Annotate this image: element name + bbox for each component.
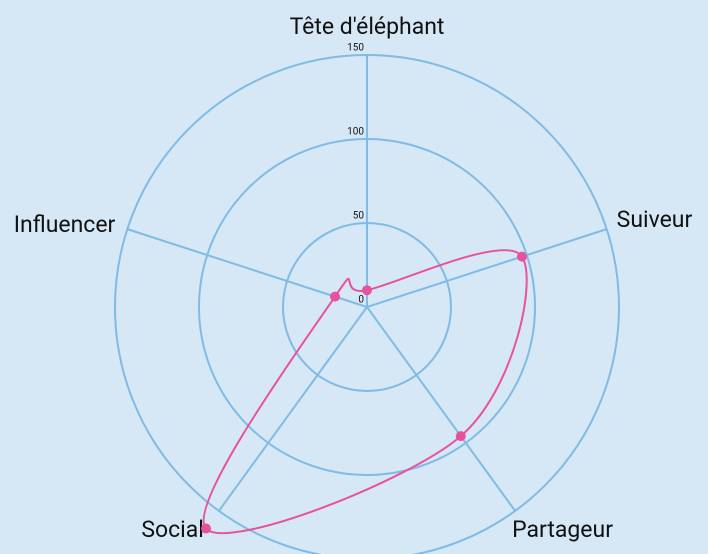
axis-spoke bbox=[366, 306, 516, 512]
axis-spoke bbox=[366, 228, 607, 308]
r-tick-label: 50 bbox=[353, 211, 365, 222]
data-point bbox=[330, 291, 341, 302]
r-tick-label: 100 bbox=[347, 127, 364, 138]
axis-label: Influencer bbox=[14, 211, 116, 238]
axis-label: Suiveur bbox=[617, 206, 693, 233]
data-point bbox=[362, 285, 372, 296]
axis-spoke bbox=[218, 306, 368, 512]
data-point bbox=[516, 251, 527, 262]
axis-label: Social bbox=[141, 516, 204, 543]
r-tick-label: 150 bbox=[347, 43, 364, 54]
axis-label: Partageur bbox=[512, 516, 613, 543]
r-tick-label: 0 bbox=[358, 295, 364, 306]
axis-spoke bbox=[127, 228, 368, 308]
axis-label: Tête d'éléphant bbox=[290, 13, 445, 40]
data-point bbox=[455, 431, 466, 442]
data-point bbox=[201, 523, 212, 534]
